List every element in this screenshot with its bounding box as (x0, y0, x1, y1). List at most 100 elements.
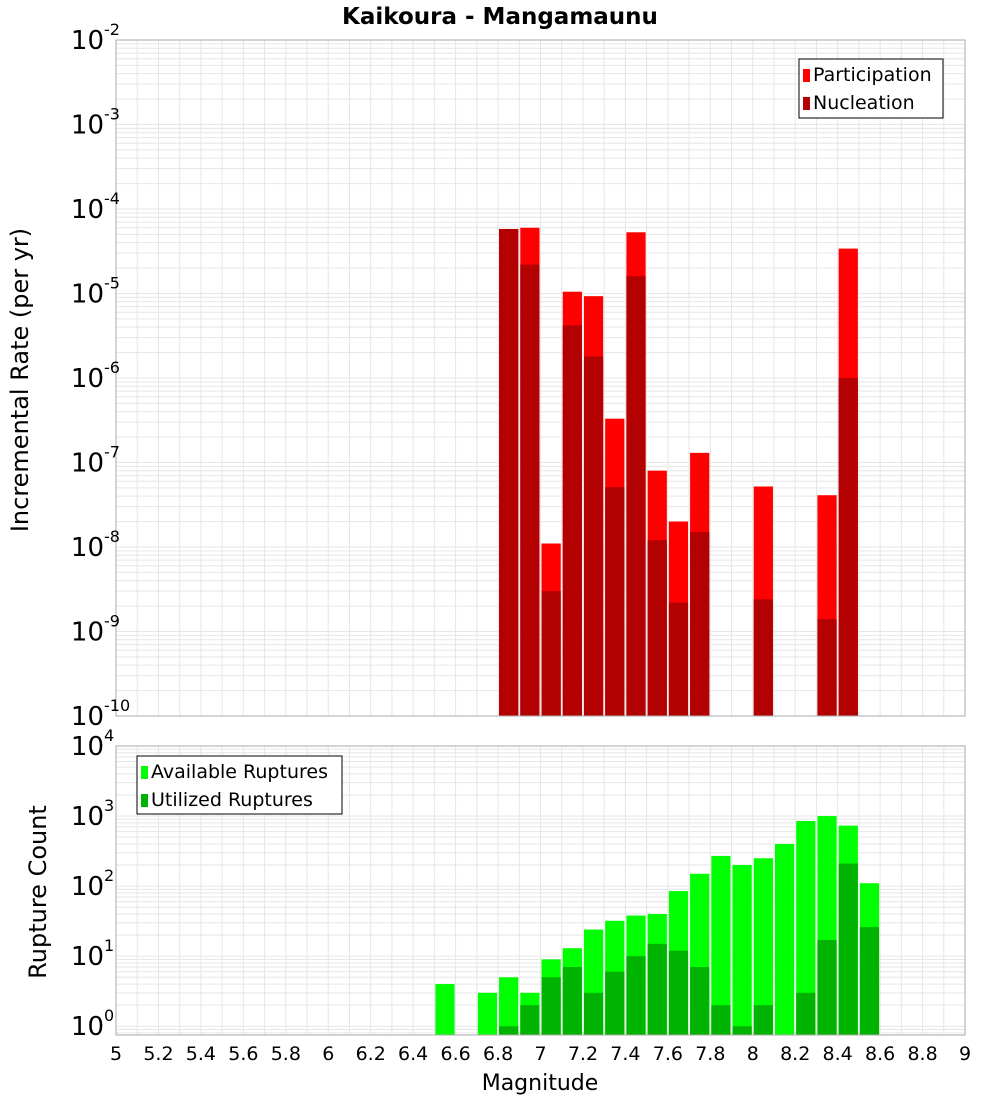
bar-bottom-secondary (583, 992, 604, 1035)
y-tick-exponent: 1 (104, 936, 114, 955)
top-legend: Participation Nucleation (798, 58, 944, 119)
y-tick-label: 10 (71, 111, 104, 141)
chart-title: Kaikoura - Mangamaunu (342, 4, 658, 30)
y-tick-label: 10 (71, 618, 104, 648)
y-tick-exponent: 0 (104, 1006, 114, 1025)
bar-bottom-primary (711, 855, 731, 1035)
bar-bottom-primary (796, 821, 816, 1035)
y-tick-label: 10 (71, 942, 104, 972)
bar-top-secondary (817, 619, 837, 716)
y-tick-label: 10 (71, 872, 104, 902)
x-tick-label: 8 (747, 1043, 759, 1065)
y-tick-exponent: -6 (104, 358, 120, 377)
y-tick-label: 10 (71, 802, 104, 832)
bar-bottom-primary (435, 984, 455, 1035)
bar-bottom-secondary (690, 967, 710, 1035)
x-axis-label: Magnitude (482, 1071, 599, 1096)
y-tick-label: 10 (71, 1012, 104, 1042)
bar-top-secondary (753, 599, 773, 716)
bottom-legend: Available Ruptures Utilized Ruptures (136, 755, 343, 815)
bar-bottom-primary (753, 858, 773, 1035)
bar-top-secondary (838, 378, 858, 716)
x-tick-label: 8.6 (865, 1043, 895, 1065)
legend-label: Participation (813, 64, 932, 86)
bar-bottom-primary (499, 977, 519, 1035)
bar-bottom-primary (477, 992, 498, 1035)
x-tick-label: 5.8 (271, 1043, 301, 1065)
x-tick-label: 6.8 (483, 1043, 513, 1065)
y-tick-label: 10 (71, 533, 104, 563)
legend-swatch (803, 97, 810, 110)
y-tick-exponent: -7 (104, 443, 120, 462)
x-tick-label: 5.2 (143, 1043, 173, 1065)
y-tick-exponent: -3 (104, 105, 120, 124)
x-tick-label: 7.8 (695, 1043, 725, 1065)
legend-label: Utilized Ruptures (151, 789, 313, 811)
legend-swatch (141, 794, 148, 807)
bar-bottom-secondary (520, 1005, 540, 1035)
y-tick-label: 10 (71, 195, 104, 225)
bar-bottom-secondary (838, 863, 858, 1035)
x-tick-label: 7.6 (653, 1043, 683, 1065)
y-tick-exponent: 2 (104, 866, 114, 885)
y-tick-exponent: -5 (104, 274, 120, 293)
bottom-plot-frame (115, 745, 966, 1036)
y-tick-label: 10 (71, 364, 104, 394)
y-tick-exponent: -9 (104, 612, 120, 631)
legend-label: Nucleation (813, 92, 915, 114)
bar-top-secondary (520, 264, 540, 716)
bar-bottom-secondary (541, 977, 561, 1035)
x-tick-label: 7 (534, 1043, 546, 1065)
x-tick-label: 6.4 (398, 1043, 428, 1065)
bottom-y-axis-label: Rupture Count (24, 805, 52, 979)
bar-top-secondary (583, 356, 604, 716)
bar-bottom-primary (732, 865, 752, 1035)
legend-label: Available Ruptures (151, 761, 328, 783)
y-tick-exponent: 4 (104, 726, 114, 745)
x-tick-label: 6.6 (440, 1043, 470, 1065)
bar-top-secondary (605, 487, 625, 716)
bar-bottom-secondary (817, 940, 837, 1035)
bar-bottom-secondary (562, 967, 582, 1035)
y-tick-label: 10 (71, 26, 104, 56)
x-tick-label: 6.2 (356, 1043, 386, 1065)
y-tick-exponent: -2 (104, 20, 120, 39)
bar-top-secondary (668, 602, 689, 716)
bar-top-secondary (647, 540, 667, 716)
y-tick-label: 10 (71, 280, 104, 310)
bar-bottom-secondary (859, 927, 880, 1035)
y-tick-label: 10 (71, 702, 104, 732)
legend-box (136, 755, 343, 815)
bar-top-secondary (541, 591, 561, 716)
bar-bottom-primary (774, 843, 795, 1035)
x-tick-label: 8.2 (780, 1043, 810, 1065)
bar-top-secondary (499, 228, 519, 716)
x-tick-label: 9 (959, 1043, 971, 1065)
x-tick-label: 8.4 (823, 1043, 853, 1065)
x-tick-label: 5.6 (228, 1043, 258, 1065)
x-tick-label: 8.8 (907, 1043, 937, 1065)
x-tick-label: 6 (322, 1043, 334, 1065)
y-tick-label: 10 (71, 449, 104, 479)
bar-top-secondary (626, 276, 646, 716)
y-tick-exponent: -4 (104, 189, 120, 208)
bar-bottom-secondary (605, 971, 625, 1035)
y-tick-exponent: -8 (104, 527, 120, 546)
legend-swatch (141, 766, 148, 779)
top-y-axis-label: Incremental Rate (per yr) (6, 228, 34, 532)
bar-bottom-secondary (796, 992, 816, 1035)
bar-bottom-secondary (668, 950, 689, 1035)
x-tick-label: 5.4 (186, 1043, 216, 1065)
y-tick-exponent: -10 (104, 696, 130, 715)
bar-top-secondary (690, 532, 710, 716)
legend-swatch (803, 69, 810, 82)
bar-top-secondary (562, 325, 582, 716)
legend-box (798, 58, 944, 119)
bar-bottom-secondary (647, 943, 667, 1035)
bar-bottom-secondary (711, 1005, 731, 1035)
x-tick-label: 7.2 (568, 1043, 598, 1065)
